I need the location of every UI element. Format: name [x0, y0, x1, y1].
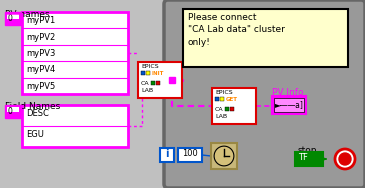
- Text: LAB: LAB: [141, 88, 153, 93]
- Text: CA: CA: [141, 81, 150, 86]
- Text: 0: 0: [8, 14, 13, 23]
- Bar: [7, 14, 19, 19]
- FancyBboxPatch shape: [164, 0, 365, 188]
- Text: TF: TF: [298, 153, 308, 162]
- Text: myPV4: myPV4: [26, 65, 55, 74]
- Bar: [156, 81, 160, 85]
- Bar: [183, 9, 348, 67]
- Bar: [5, 12, 21, 25]
- Bar: [215, 97, 219, 101]
- Bar: [5, 105, 21, 118]
- Bar: [272, 96, 306, 114]
- Text: myPV3: myPV3: [26, 49, 55, 58]
- Bar: [22, 12, 128, 94]
- Text: stop: stop: [298, 146, 318, 155]
- Bar: [138, 62, 182, 98]
- Text: GET: GET: [226, 97, 238, 102]
- Text: LAB: LAB: [215, 114, 227, 119]
- Text: PV Info: PV Info: [272, 88, 304, 97]
- Bar: [160, 148, 174, 162]
- Bar: [7, 107, 19, 112]
- Text: myPV2: myPV2: [26, 33, 55, 42]
- Circle shape: [335, 149, 355, 169]
- Text: EGU: EGU: [26, 130, 44, 139]
- Text: 100: 100: [182, 149, 198, 158]
- Bar: [274, 98, 304, 112]
- Bar: [295, 152, 323, 166]
- Bar: [141, 71, 145, 75]
- Text: CA: CA: [215, 107, 224, 112]
- Bar: [212, 88, 256, 124]
- Text: ►――a]: ►――a]: [275, 100, 304, 109]
- Text: Field Names: Field Names: [5, 102, 60, 111]
- Text: 0: 0: [8, 107, 13, 116]
- Text: INIT: INIT: [152, 71, 164, 76]
- Text: i: i: [165, 149, 169, 159]
- Bar: [146, 71, 150, 75]
- Bar: [169, 77, 175, 83]
- Text: EPICS: EPICS: [215, 90, 233, 95]
- Bar: [225, 107, 229, 111]
- Text: myPV5: myPV5: [26, 82, 55, 91]
- Circle shape: [214, 146, 234, 166]
- Text: EPICS: EPICS: [141, 64, 159, 69]
- Bar: [22, 105, 128, 147]
- Text: Please connect
"CA Lab data" cluster
only!: Please connect "CA Lab data" cluster onl…: [188, 13, 285, 47]
- Bar: [211, 143, 237, 169]
- Text: DESC: DESC: [26, 109, 49, 118]
- Text: myPV1: myPV1: [26, 16, 55, 25]
- Bar: [151, 81, 155, 85]
- Bar: [178, 148, 202, 162]
- Bar: [230, 107, 234, 111]
- Text: PV names: PV names: [5, 10, 50, 19]
- Circle shape: [339, 153, 351, 165]
- Bar: [220, 97, 224, 101]
